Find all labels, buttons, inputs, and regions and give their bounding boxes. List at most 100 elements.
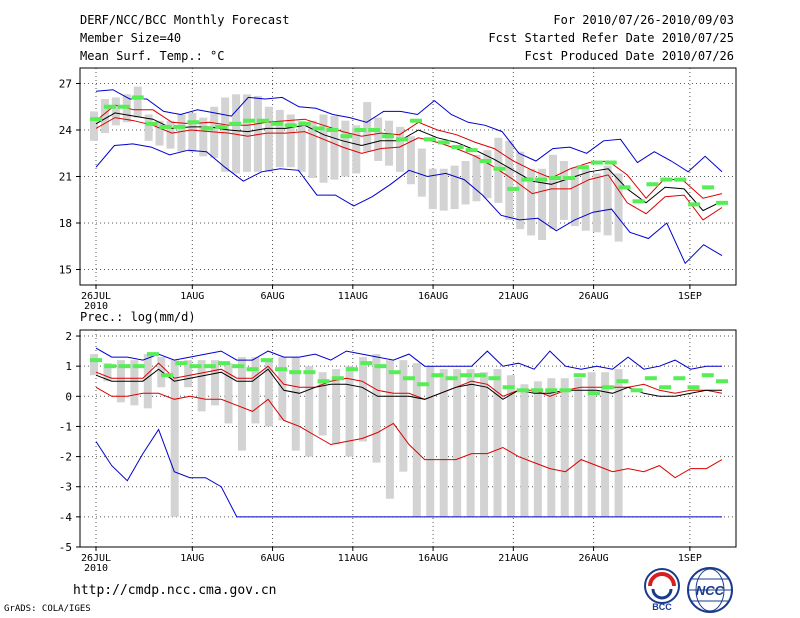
spread-box — [428, 168, 437, 210]
variable-label: Mean Surf. Temp.: °C — [80, 49, 225, 63]
y-tick-label: 24 — [59, 124, 73, 137]
x-year-label: 2010 — [84, 563, 108, 574]
spread-box — [587, 372, 596, 517]
spread-box — [461, 161, 470, 205]
spread-box — [439, 168, 448, 211]
spread-box — [385, 360, 394, 499]
y-tick-label: 21 — [59, 171, 72, 184]
x-tick-label: 6AUG — [261, 291, 285, 302]
spread-box — [221, 97, 230, 172]
bcc-logo: BCC — [644, 568, 680, 612]
spread-box — [308, 120, 317, 179]
forecast-period: For 2010/07/26-2010/09/03 — [553, 13, 734, 27]
spread-box — [480, 372, 489, 517]
spread-box — [453, 369, 462, 517]
spread-box — [450, 165, 459, 210]
median-line — [95, 368, 722, 400]
spread-box — [466, 369, 475, 517]
spread-box — [90, 354, 98, 376]
spread-box — [412, 363, 421, 517]
x-tick-label: 26AUG — [579, 553, 609, 564]
spread-box — [197, 360, 206, 412]
outer-low-line — [95, 143, 723, 265]
x-tick-label: 26AUG — [579, 291, 609, 302]
grads-credit: GrADS: COLA/IGES — [4, 604, 91, 614]
spread-box — [345, 366, 354, 457]
spread-box — [538, 168, 547, 241]
y-tick-label: 1 — [65, 360, 72, 373]
y-tick-label: -5 — [59, 541, 72, 554]
spread-box — [574, 378, 583, 517]
ncc-logo-text: NCC — [696, 583, 725, 598]
spread-box — [506, 375, 515, 517]
spread-box — [103, 363, 112, 382]
spread-box — [242, 94, 251, 172]
spread-box — [472, 154, 481, 202]
precip-panel-label: Prec.: log(mm/d) — [80, 310, 196, 324]
spread-box — [332, 369, 341, 445]
spread-box — [603, 165, 612, 236]
spread-box — [184, 360, 193, 388]
plot-frame — [79, 329, 737, 548]
chart-title: DERF/NCC/BCC Monthly Forecast — [80, 13, 290, 27]
spread-box — [614, 369, 623, 517]
y-tick-label: 0 — [65, 390, 72, 403]
forecast-produced-date: Fcst Produced Date 2010/07/26 — [524, 49, 734, 63]
spread-box — [406, 136, 415, 185]
spread-box — [385, 120, 394, 166]
spread-box — [439, 369, 448, 517]
y-tick-label: 15 — [59, 264, 72, 277]
spread-box — [547, 378, 556, 517]
x-tick-label: 11AUG — [338, 553, 368, 564]
spread-box — [143, 354, 152, 409]
spread-box — [560, 378, 569, 517]
y-tick-label: 27 — [59, 78, 72, 91]
spread-box — [170, 360, 179, 517]
ncc-logo: NCC — [687, 567, 733, 613]
outer-high-line — [95, 347, 722, 370]
source-url[interactable]: http://cmdp.ncc.cma.gov.cn — [73, 583, 277, 598]
spread-box — [100, 99, 109, 134]
y-tick-label: -4 — [59, 511, 73, 524]
spread-box — [426, 366, 435, 517]
inner-high-line — [95, 362, 723, 400]
x-tick-label: 11AUG — [338, 291, 368, 302]
spread-box — [520, 384, 529, 517]
spread-box — [264, 360, 273, 427]
spread-box — [264, 106, 273, 172]
spread-box — [359, 357, 368, 442]
inner-low-line — [95, 386, 723, 479]
y-tick-label: -1 — [59, 420, 72, 433]
x-tick-label: 16AUG — [418, 553, 448, 564]
spread-box — [352, 125, 361, 174]
spread-box — [130, 360, 139, 406]
spread-box — [601, 372, 610, 517]
outer-low-line — [95, 428, 722, 518]
spread-box — [90, 111, 98, 141]
spread-box — [399, 360, 408, 472]
spread-box — [199, 117, 208, 157]
spread-box — [570, 167, 579, 227]
forecast-started-date: Fcst Started Refer Date 2010/07/25 — [488, 31, 734, 45]
x-tick-label: 1AUG — [180, 553, 204, 564]
inner-high-line — [95, 104, 723, 199]
y-tick-label: 2 — [65, 330, 72, 343]
bcc-logo-text: BCC — [652, 602, 672, 612]
x-tick-label: 1AUG — [180, 291, 204, 302]
spread-box — [144, 114, 153, 141]
spread-box — [533, 381, 542, 517]
spread-box — [516, 151, 525, 230]
spread-box — [275, 109, 284, 168]
x-year-label: 2010 — [84, 301, 108, 312]
spread-box — [330, 116, 339, 180]
x-tick-label: 21AUG — [498, 291, 528, 302]
plot-frame — [79, 67, 737, 286]
spread-box — [592, 173, 601, 233]
y-tick-label: -3 — [59, 481, 72, 494]
spread-box — [374, 117, 383, 161]
spread-box — [363, 102, 372, 152]
median-line — [95, 112, 723, 212]
x-tick-label: 26JUL — [81, 291, 111, 302]
spread-box — [224, 363, 233, 424]
